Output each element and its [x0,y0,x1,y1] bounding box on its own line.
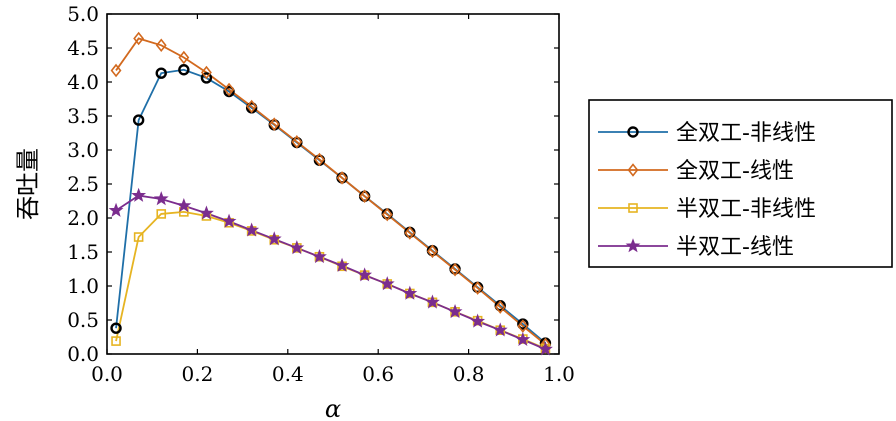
y-tick-label: 0.0 [67,342,99,366]
y-tick-label: 4.0 [67,70,99,94]
legend-marker-2 [627,163,639,177]
series-2-point [404,226,416,240]
series-4-point [244,222,260,237]
plot-frame [106,13,560,355]
series-4-point [538,341,553,356]
series-2-point [472,281,484,295]
legend-label-2: 全双工-线性 [676,159,794,184]
x-tick-label: 1.0 [543,362,575,386]
legend-label-4: 半双工-线性 [676,235,794,260]
series-2-point [517,319,529,333]
series-4-point [402,285,418,300]
series-4-point [515,331,531,347]
y-axis-title: 吞吐量 [14,148,42,220]
series-1-point [200,72,213,84]
series-1-point [178,64,190,76]
y-tick-label: 2.5 [67,172,99,196]
series-2-point [133,31,145,46]
series-2-point [359,189,371,204]
series-4-point [176,197,192,213]
series-line-3 [115,210,546,350]
series-4-point [379,276,395,291]
series-4-point [153,191,169,206]
series-4-point [289,240,305,255]
legend-box [588,99,893,268]
x-tick-label: 0.8 [453,362,485,386]
series-2-point [314,152,325,167]
series-4-point [312,248,327,264]
series-3-point [111,336,121,346]
series-4-point [470,313,486,328]
series-1-point [132,114,145,126]
series-4-point [266,231,282,246]
series-1-point [110,322,122,334]
x-tick-label: 0.6 [362,362,394,386]
legend-marker-1 [627,126,639,138]
legend-label-1: 全双工-非线性 [676,121,816,146]
series-4-point [447,304,463,319]
x-axis-title: α [325,395,341,421]
legend-marker-4 [625,238,641,253]
x-tick-label: 0.2 [181,362,213,386]
series-4-point [108,202,124,217]
axis-ticks: 0.0 0.2 0.4 0.6 0.8 1.0 0.0 0.5 1.0 1.5 2.0 2.5 3.0 3… [67,2,575,386]
series-lines [115,37,547,351]
series-4-point [199,205,214,220]
series-4-point [221,213,237,228]
legend-marker-3 [628,203,638,213]
x-tick-label: 0.0 [91,362,123,386]
y-tick-label: 3.0 [67,138,99,162]
y-tick-label: 4.5 [67,36,99,60]
y-tick-label: 1.0 [67,274,99,298]
series-line-2 [115,37,547,346]
series-4-point [425,294,440,309]
y-tick-label: 1.5 [67,240,99,264]
y-tick-label: 2.0 [67,206,99,230]
series-2-point [155,38,167,53]
series-3-point [156,209,167,219]
x-tick-label: 0.4 [272,362,304,386]
series-2-point [178,50,190,65]
series-4-point [131,187,147,202]
series-2-point [201,65,212,80]
series-2-point [110,63,122,78]
legend-label-3: 半双工-非线性 [676,197,816,222]
y-tick-label: 0.5 [67,308,99,332]
series-2-point [427,244,438,259]
series-2-point [336,171,348,185]
series-4-point [357,267,373,282]
series-2-point [268,117,280,131]
series-markers [108,31,553,356]
y-tick-label: 3.5 [67,104,99,128]
series-2-point [381,207,393,222]
series-2-point [246,99,258,114]
series-2-point [291,135,303,149]
series-2-point [449,262,461,277]
series-4-point [334,257,350,272]
series-2-point [494,300,506,314]
series-2-point [223,82,235,97]
series-3-point [133,232,144,242]
series-1-point [155,67,167,79]
series-4-point [492,322,508,337]
y-tick-label: 5.0 [67,2,99,26]
